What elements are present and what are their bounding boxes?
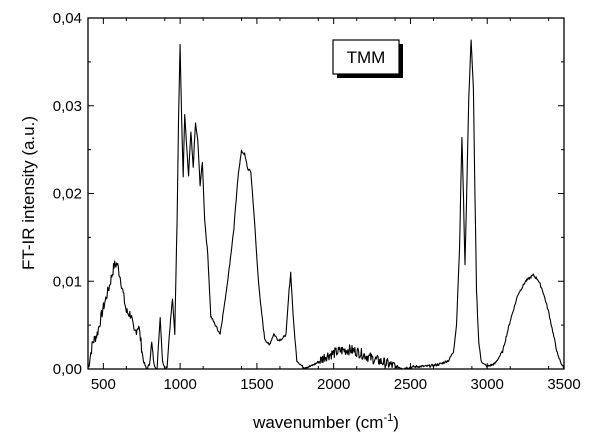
- x-tick-label: 3500: [547, 376, 580, 393]
- legend-label: TMM: [347, 48, 386, 67]
- x-tick-label: 2500: [394, 376, 427, 393]
- x-tick-label: 1000: [163, 376, 196, 393]
- y-tick-label: 0,04: [53, 10, 82, 27]
- tick-marks: [87, 17, 565, 370]
- y-tick-label: 0,00: [53, 361, 82, 378]
- y-tick-label: 0,02: [53, 186, 82, 203]
- x-axis-title-main: wavenumber (cm: [252, 413, 383, 432]
- y-tick-label: 0,01: [53, 273, 82, 290]
- legend-box: TMM: [332, 39, 403, 78]
- x-axis-title: wavenumber (cm-1): [252, 412, 399, 432]
- x-tick-label: 1500: [240, 376, 273, 393]
- x-tick-label: 2000: [317, 376, 350, 393]
- plot-frame: [87, 17, 565, 370]
- x-axis-title-sup: -1: [383, 412, 393, 424]
- legend-frame: [332, 39, 400, 75]
- y-tick-label: 0,03: [53, 98, 82, 115]
- x-tick-label: 500: [91, 376, 116, 393]
- y-axis-title: FT-IR intensity (a.u.): [19, 116, 38, 270]
- x-tick-label: 3000: [471, 376, 504, 393]
- tick-labels: 500 1000 1500 2000 2500 3000 3500 0,00 0,01 0,02 0…: [53, 10, 581, 393]
- x-axis-title-close: ): [393, 413, 399, 432]
- series-line-tmm: [87, 39, 565, 370]
